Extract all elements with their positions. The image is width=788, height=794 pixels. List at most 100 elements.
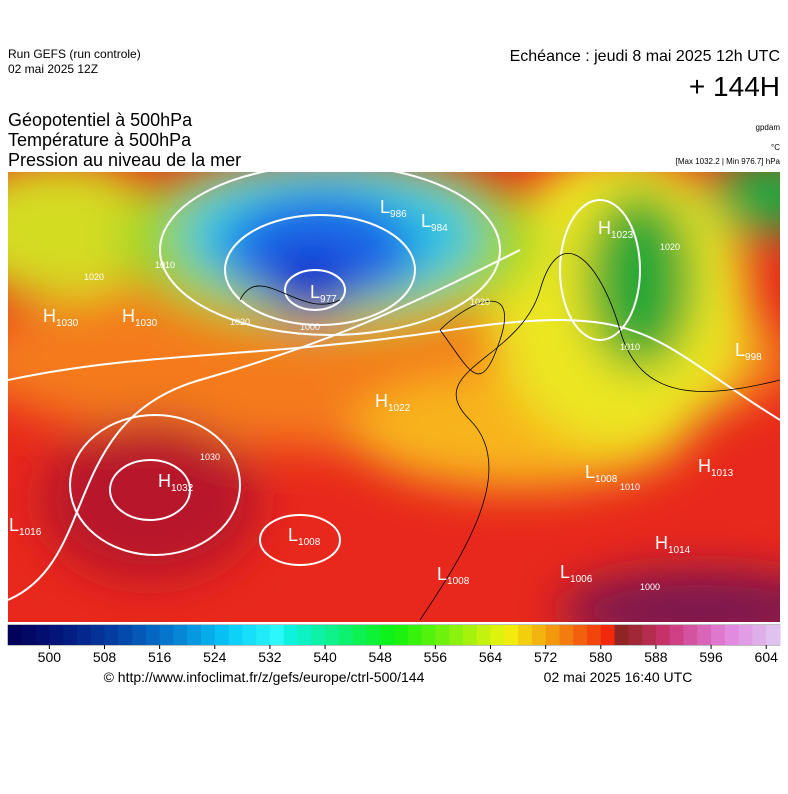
colorbar-swatch bbox=[352, 625, 367, 645]
colorbar-swatch bbox=[614, 625, 629, 645]
colorbar-swatch bbox=[628, 625, 643, 645]
colorbar-swatch bbox=[724, 625, 740, 645]
colorbar-swatch bbox=[214, 625, 230, 645]
center-value: 1014 bbox=[668, 545, 691, 556]
contour-label: 1020 bbox=[230, 317, 250, 327]
colorbar-swatch bbox=[407, 625, 423, 645]
colorbar-swatch bbox=[187, 625, 202, 645]
colorbar-swatch bbox=[394, 625, 409, 645]
colorbar-swatch bbox=[145, 625, 161, 645]
center-value: 986 bbox=[390, 209, 407, 220]
contour-label: 1010 bbox=[620, 342, 640, 352]
center-value: 977 bbox=[320, 294, 337, 305]
center-type: H bbox=[375, 391, 388, 411]
colorbar-swatch bbox=[587, 625, 602, 645]
center-value: 1023 bbox=[611, 230, 634, 241]
center-value: 1030 bbox=[135, 318, 158, 329]
center-value: 998 bbox=[745, 352, 762, 363]
pressure-center: L977 bbox=[310, 282, 337, 305]
colorbar-tick-label: 604 bbox=[755, 649, 779, 665]
center-type: L bbox=[735, 340, 745, 360]
pressure-center: H1030 bbox=[122, 306, 158, 329]
colorbar-swatch bbox=[8, 625, 23, 645]
colorbar-tick-label: 564 bbox=[479, 649, 503, 665]
colorbar-swatch bbox=[435, 625, 450, 645]
center-type: L bbox=[585, 462, 595, 482]
center-value: 1032 bbox=[171, 483, 194, 494]
center-value: 1008 bbox=[447, 576, 470, 587]
colorbar-tick-label: 532 bbox=[258, 649, 282, 665]
center-type: L bbox=[560, 562, 570, 582]
colorbar-swatch bbox=[766, 625, 781, 645]
source: © http://www.infoclimat.fr/z/gefs/europe… bbox=[104, 669, 425, 685]
pressure-center: H1023 bbox=[598, 218, 634, 241]
center-value: 1008 bbox=[595, 474, 618, 485]
colorbar-swatch bbox=[655, 625, 671, 645]
center-type: L bbox=[421, 211, 431, 231]
colorbar-tick-label: 540 bbox=[313, 649, 337, 665]
pressure-center: L998 bbox=[735, 340, 762, 363]
unit: gpdam bbox=[756, 123, 781, 132]
colorbar-swatch bbox=[531, 625, 547, 645]
colorbar-tick-label: 556 bbox=[424, 649, 448, 665]
run-date: 02 mai 2025 12Z bbox=[8, 62, 98, 76]
colorbar-swatch bbox=[559, 625, 574, 645]
pressure-center: L1008 bbox=[437, 564, 470, 587]
colorbar-swatch bbox=[311, 625, 326, 645]
pressure-center: H1032 bbox=[158, 471, 194, 494]
pressure-center: L1006 bbox=[560, 562, 593, 585]
colorbar-swatch bbox=[669, 625, 684, 645]
colorbar-swatch bbox=[256, 625, 271, 645]
colorbar-swatch bbox=[49, 625, 64, 645]
contour-label: 1020 bbox=[660, 242, 680, 252]
colorbar-swatch bbox=[545, 625, 560, 645]
colorbar-swatch bbox=[242, 625, 257, 645]
colorbar-swatch bbox=[325, 625, 340, 645]
colorbar-tick-label: 516 bbox=[148, 649, 172, 665]
center-type: L bbox=[310, 282, 320, 302]
center-type: H bbox=[122, 306, 135, 326]
generated: 02 mai 2025 16:40 UTC bbox=[544, 669, 693, 685]
contour-label: 1020 bbox=[470, 297, 490, 307]
contour-label: 1010 bbox=[620, 482, 640, 492]
pressure-center: H1022 bbox=[375, 391, 411, 414]
colorbar-swatch bbox=[283, 625, 298, 645]
center-value: 1008 bbox=[298, 537, 321, 548]
colorbar: 500 508 516 524 532 540 548 556 564 572 580 588 596 6… bbox=[8, 625, 781, 665]
center-type: L bbox=[380, 197, 390, 217]
pressure-center: H1014 bbox=[655, 533, 691, 556]
center-type: H bbox=[158, 471, 171, 491]
colorbar-swatch bbox=[104, 625, 119, 645]
colorbar-tick-label: 596 bbox=[699, 649, 723, 665]
pressure-center: L1016 bbox=[9, 515, 42, 538]
colorbar-swatch bbox=[683, 625, 698, 645]
colorbar-swatch bbox=[201, 625, 216, 645]
center-value: 1006 bbox=[570, 574, 593, 585]
pressure-center: H1030 bbox=[43, 306, 79, 329]
colorbar-swatch bbox=[76, 625, 92, 645]
colorbar-tick-label: 548 bbox=[369, 649, 393, 665]
pressure-center: L984 bbox=[421, 211, 448, 234]
contour-label: 1010 bbox=[155, 260, 175, 270]
colorbar-swatch bbox=[711, 625, 726, 645]
colorbar-swatch bbox=[269, 625, 285, 645]
unit: [Max 1032.2 | Min 976.7] hPa bbox=[676, 157, 781, 166]
colorbar-swatch bbox=[173, 625, 188, 645]
center-value: 984 bbox=[431, 223, 448, 234]
contour-label: 1000 bbox=[300, 322, 320, 332]
center-type: L bbox=[288, 525, 298, 545]
colorbar-swatch bbox=[518, 625, 533, 645]
pressure-center: L1008 bbox=[288, 525, 321, 548]
contour-label: 1030 bbox=[200, 452, 220, 462]
colorbar-swatch bbox=[90, 625, 105, 645]
colorbar-swatch bbox=[752, 625, 767, 645]
colorbar-swatch bbox=[380, 625, 395, 645]
colorbar-swatch bbox=[228, 625, 243, 645]
center-value: 1013 bbox=[711, 468, 734, 479]
colorbar-tick-label: 572 bbox=[534, 649, 558, 665]
center-type: H bbox=[698, 456, 711, 476]
colorbar-swatch bbox=[132, 625, 147, 645]
title: Température à 500hPa bbox=[8, 130, 192, 150]
